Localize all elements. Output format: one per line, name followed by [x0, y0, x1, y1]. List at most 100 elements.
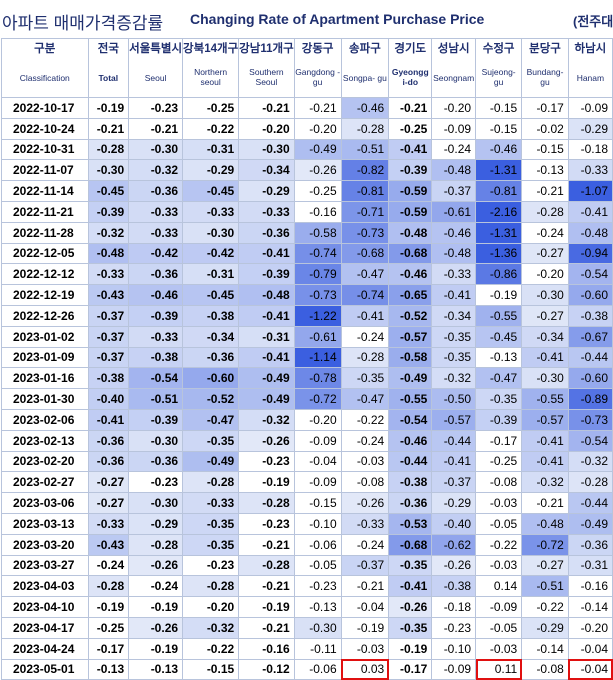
column-header: 강남11개구 Southern Seoul	[238, 38, 295, 98]
table-cell: -0.60	[182, 367, 240, 390]
table-cell: -0.15	[475, 117, 523, 140]
table-cell: -0.25	[87, 616, 130, 639]
table-row: 2023-01-09 -0.37 -0.38 -0.36 -0.41 -1.14 -0.28…	[1, 346, 613, 369]
table-cell: -0.21	[293, 97, 342, 119]
unit-label: (전주대	[573, 14, 613, 29]
table-cell: -0.21	[238, 97, 295, 119]
table-cell: -0.40	[431, 512, 477, 535]
table-cell: -0.58	[293, 221, 342, 244]
table-cell: -0.33	[87, 512, 130, 535]
table-cell: -0.14	[521, 637, 569, 660]
table-cell: -0.21	[238, 533, 295, 556]
table-cell: -0.49	[182, 450, 240, 473]
table-cell: -0.38	[182, 304, 240, 327]
column-header-korean: 분당구	[529, 43, 561, 55]
table-cell: -0.04	[567, 658, 613, 680]
title-korean: 아파트 매매가격증감률	[2, 14, 164, 33]
table-row: 2022-11-28 -0.32 -0.33 -0.30 -0.36 -0.58 -0.73…	[1, 221, 613, 244]
table-cell: -0.38	[128, 346, 184, 369]
table-row: 2023-03-06 -0.27 -0.30 -0.33 -0.28 -0.15 -0.26…	[1, 492, 613, 514]
row-date: 2023-04-17	[1, 616, 89, 639]
table-cell: -0.28	[128, 533, 184, 556]
table-cell: -0.04	[567, 637, 613, 660]
table-cell: -0.35	[388, 616, 433, 639]
row-date: 2023-04-24	[1, 637, 89, 660]
table-cell: -0.25	[388, 117, 433, 140]
table-cell: -0.30	[128, 492, 184, 514]
table-cell: -0.33	[340, 512, 390, 535]
table-cell: -1.31	[475, 159, 523, 182]
table-cell: -0.42	[182, 242, 240, 265]
table-cell: -0.44	[431, 429, 477, 452]
table-cell: -0.52	[388, 304, 433, 327]
table-cell: -0.49	[388, 367, 433, 390]
header-row: 구분 Classification 전국 Total 서울특별시 Seoul 강북14개구 N…	[1, 38, 613, 98]
table-cell: -0.20	[293, 117, 342, 140]
table-row: 2022-12-12 -0.33 -0.36 -0.31 -0.39 -0.79 -0.47…	[1, 263, 613, 286]
table-cell: -0.47	[340, 388, 390, 410]
table-cell: -0.28	[521, 200, 569, 223]
row-date: 2022-11-28	[1, 221, 89, 244]
table-cell: -0.44	[567, 346, 613, 369]
row-date: 2023-01-16	[1, 367, 89, 390]
table-cell: -0.31	[567, 554, 613, 577]
table-cell: -0.25	[182, 97, 240, 119]
table-cell: -0.48	[521, 512, 569, 535]
column-header-english: Classification	[19, 73, 70, 83]
table-cell: -0.19	[128, 596, 184, 618]
table-cell: -0.36	[182, 346, 240, 369]
table-cell: -0.08	[521, 658, 569, 680]
table-cell: -0.26	[293, 159, 342, 182]
column-header-english: Total	[98, 73, 119, 83]
table-cell: -0.37	[87, 325, 130, 348]
table-cell: -0.27	[521, 554, 569, 577]
table-cell: -0.37	[87, 304, 130, 327]
table-cell: -0.32	[431, 367, 477, 390]
table-cell: -0.36	[128, 263, 184, 286]
table-cell: -0.35	[182, 429, 240, 452]
row-date: 2023-02-06	[1, 408, 89, 431]
table-cell: -0.51	[128, 388, 184, 410]
table-row: 2022-12-26 -0.37 -0.39 -0.38 -0.41 -1.22 -0.41…	[1, 304, 613, 327]
table-cell: -0.32	[567, 450, 613, 473]
table-cell: -0.45	[475, 325, 523, 348]
table-cell: -0.03	[475, 554, 523, 577]
row-date: 2022-11-14	[1, 180, 89, 202]
table-cell: -0.41	[340, 304, 390, 327]
table-cell: -0.28	[87, 575, 130, 598]
table-cell: -0.09	[293, 471, 342, 494]
table-cell: -0.38	[87, 367, 130, 390]
row-date: 2022-12-19	[1, 284, 89, 306]
table-cell: -0.03	[340, 637, 390, 660]
table-cell: -0.26	[388, 596, 433, 618]
table-cell: -0.32	[238, 408, 295, 431]
table-cell: -0.34	[521, 325, 569, 348]
table-cell: -0.86	[475, 263, 523, 286]
table-cell: -0.39	[475, 408, 523, 431]
table-cell: -0.10	[431, 637, 477, 660]
table-cell: -0.48	[431, 242, 477, 265]
row-date: 2023-01-02	[1, 325, 89, 348]
table-cell: -0.29	[431, 492, 477, 514]
table-cell: -1.36	[475, 242, 523, 265]
table-cell: -0.09	[431, 117, 477, 140]
table-row: 2023-04-10 -0.19 -0.19 -0.20 -0.19 -0.13 -0.04…	[1, 596, 613, 618]
column-header-english: Northern seoul	[194, 67, 228, 87]
table-cell: -0.32	[128, 159, 184, 182]
table-cell: -0.31	[182, 138, 240, 161]
table-cell: -0.09	[475, 596, 523, 618]
row-date: 2023-02-13	[1, 429, 89, 452]
table-cell: -0.32	[87, 221, 130, 244]
table-cell: -0.35	[431, 325, 477, 348]
table-cell: -0.50	[431, 388, 477, 410]
table-cell: -0.51	[340, 138, 390, 161]
table-cell: -0.12	[238, 658, 295, 680]
table-cell: -0.29	[128, 512, 184, 535]
table-cell: -0.39	[128, 408, 184, 431]
table-cell: -0.30	[182, 221, 240, 244]
table-cell: -0.41	[567, 200, 613, 223]
table-row: 2023-04-24 -0.17 -0.19 -0.22 -0.16 -0.11 -0.03…	[1, 637, 613, 660]
table-cell: -0.29	[521, 616, 569, 639]
table-cell: -0.23	[431, 616, 477, 639]
table-cell: -0.68	[340, 242, 390, 265]
